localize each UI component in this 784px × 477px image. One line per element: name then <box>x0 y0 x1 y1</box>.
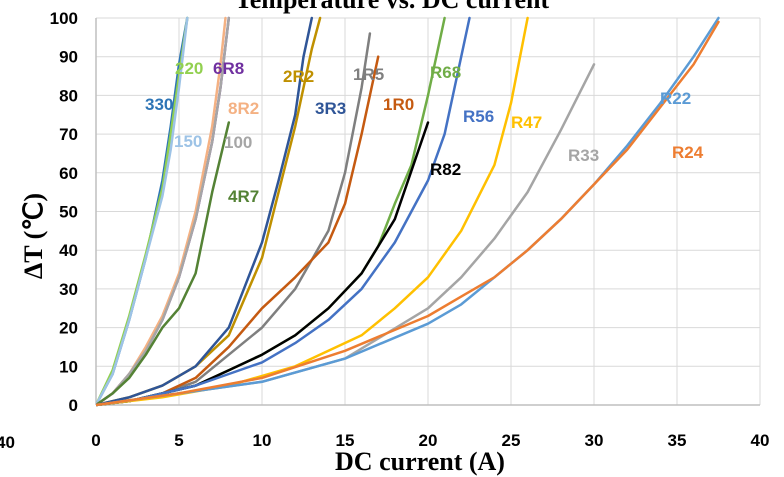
series-label-150: 150 <box>174 132 202 151</box>
y-axis-title: ΔT (℃) <box>19 193 48 279</box>
x-tick-label: 15 <box>336 431 355 450</box>
y-tick-label: 60 <box>59 164 78 183</box>
y-tick-label: 50 <box>59 203 78 222</box>
series-line-4r7 <box>96 121 231 407</box>
x-tick-label: 20 <box>419 431 438 450</box>
x-tick-label: 0 <box>91 431 100 450</box>
y-tick-label: 0 <box>69 396 78 415</box>
x-tick-label: 5 <box>174 431 183 450</box>
x-tick-label: 30 <box>585 431 604 450</box>
y-tick-label: 10 <box>59 357 78 376</box>
left-edge-tick: 40 <box>0 433 15 452</box>
series-label-100: 100 <box>224 133 252 152</box>
series-label-r33: R33 <box>568 146 599 165</box>
series-layer <box>96 16 720 407</box>
x-tick-label: 40 <box>751 431 770 450</box>
series-line-150 <box>96 16 189 407</box>
series-label-6r8: 6R8 <box>213 59 244 78</box>
series-label-r24: R24 <box>672 143 704 162</box>
series-label-2r2: 2R2 <box>283 67 314 86</box>
series-label-1r5: 1R5 <box>353 65 384 84</box>
y-tick-label: 90 <box>59 48 78 67</box>
series-label-r82: R82 <box>430 160 461 179</box>
series-label-3r3: 3R3 <box>315 99 346 118</box>
series-label-r22: R22 <box>660 89 691 108</box>
grid <box>95 17 761 406</box>
series-label-r56: R56 <box>463 107 494 126</box>
series-label-r68: R68 <box>430 63 461 82</box>
series-label-1r0: 1R0 <box>383 95 414 114</box>
y-tick-label: 70 <box>59 125 78 144</box>
x-axis-title: DC current (A) <box>335 447 505 476</box>
series-line-100 <box>96 16 231 407</box>
series-label-4r7: 4R7 <box>228 187 259 206</box>
y-tick-label: 100 <box>50 9 78 28</box>
tick-layer: 0 5 10 15 20 25 30 35 40 0 10 20 30 40 50 60 70 80 90 100 <box>50 9 770 450</box>
y-tick-label: 20 <box>59 319 78 338</box>
series-line-r56 <box>96 16 471 407</box>
series-label-220: 220 <box>175 59 203 78</box>
y-tick-label: 30 <box>59 280 78 299</box>
series-line-3r3 <box>96 16 314 407</box>
x-tick-label: 35 <box>668 431 687 450</box>
chart-title: Temperature vs. DC current <box>235 0 550 14</box>
series-label-8r2: 8R2 <box>228 99 259 118</box>
x-tick-label: 10 <box>253 431 272 450</box>
y-tick-label: 40 <box>59 241 78 260</box>
series-line-r24 <box>96 20 720 407</box>
series-label-r47: R47 <box>511 113 542 132</box>
x-tick-label: 25 <box>502 431 521 450</box>
series-label-330: 330 <box>145 95 173 114</box>
y-tick-label: 80 <box>59 86 78 105</box>
